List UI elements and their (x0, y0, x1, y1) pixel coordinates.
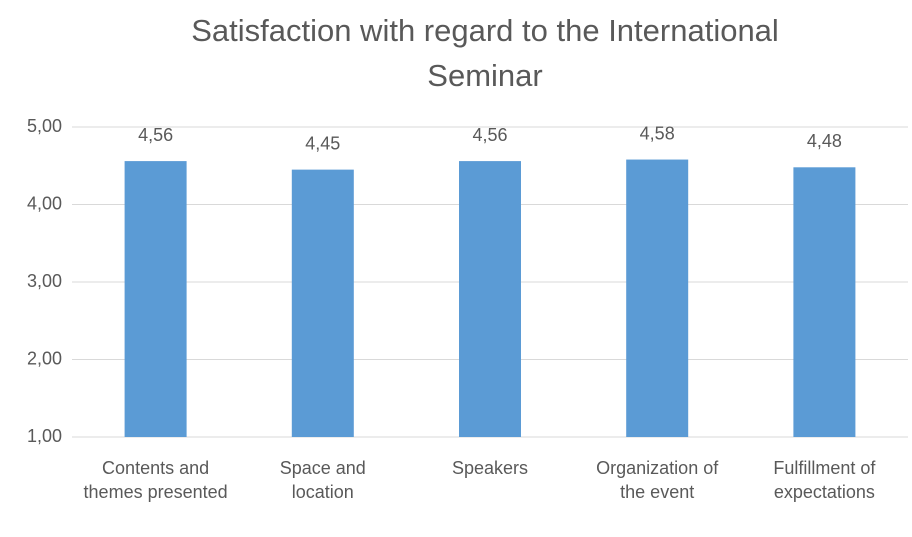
y-tick-label: 3,00 (27, 271, 62, 291)
y-tick-label: 1,00 (27, 426, 62, 446)
bar (793, 167, 856, 438)
y-tick-label: 2,00 (27, 348, 62, 368)
x-tick-label: Fulfillment of expectations (773, 458, 876, 502)
x-tick-label: Organization of the event (596, 458, 719, 502)
bar (291, 169, 354, 437)
x-tick-label: Speakers (451, 458, 529, 478)
bar (459, 161, 521, 437)
x-tick-label: Contents and themes presented (83, 458, 228, 502)
bar (124, 161, 187, 437)
chart-title: Satisfaction with regard to the Internat… (191, 13, 779, 93)
data-label: 4,56 (138, 125, 173, 145)
bar (626, 159, 689, 438)
data-label: 4,56 (472, 125, 507, 145)
data-label: 4,58 (640, 123, 675, 143)
y-tick-label: 5,00 (27, 116, 62, 136)
x-tick-label: Space and location (279, 458, 366, 502)
data-label: 4,45 (305, 133, 340, 153)
y-tick-label: 4,00 (27, 193, 62, 213)
data-label: 4,48 (807, 131, 842, 151)
